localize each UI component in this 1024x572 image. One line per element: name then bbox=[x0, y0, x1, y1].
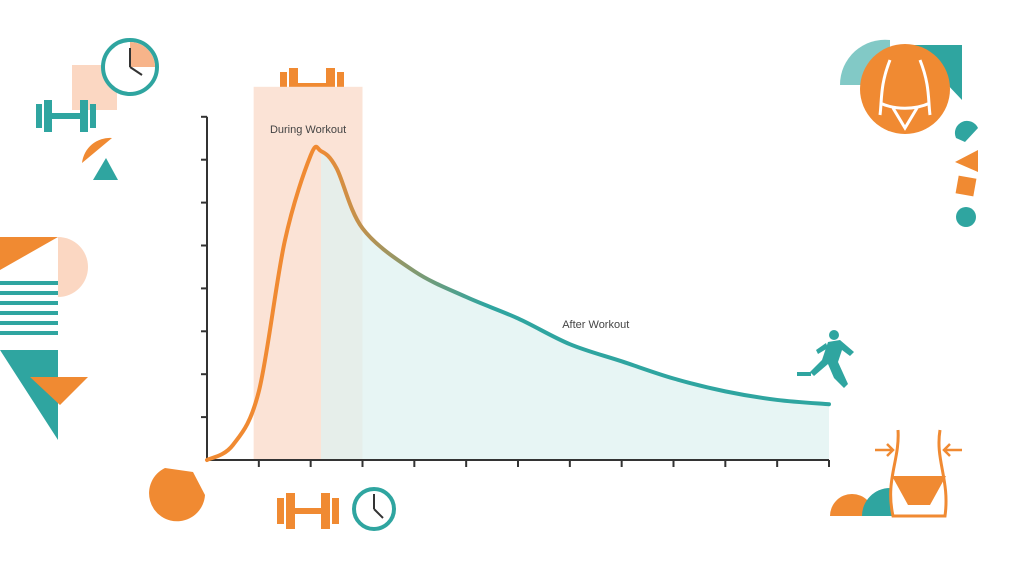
after-area bbox=[321, 151, 829, 460]
plot: During Workout After Workout bbox=[201, 86, 831, 467]
during-label: During Workout bbox=[270, 124, 346, 136]
curve bbox=[205, 144, 831, 462]
decorations bbox=[0, 38, 978, 531]
after-label: After Workout bbox=[562, 319, 629, 331]
